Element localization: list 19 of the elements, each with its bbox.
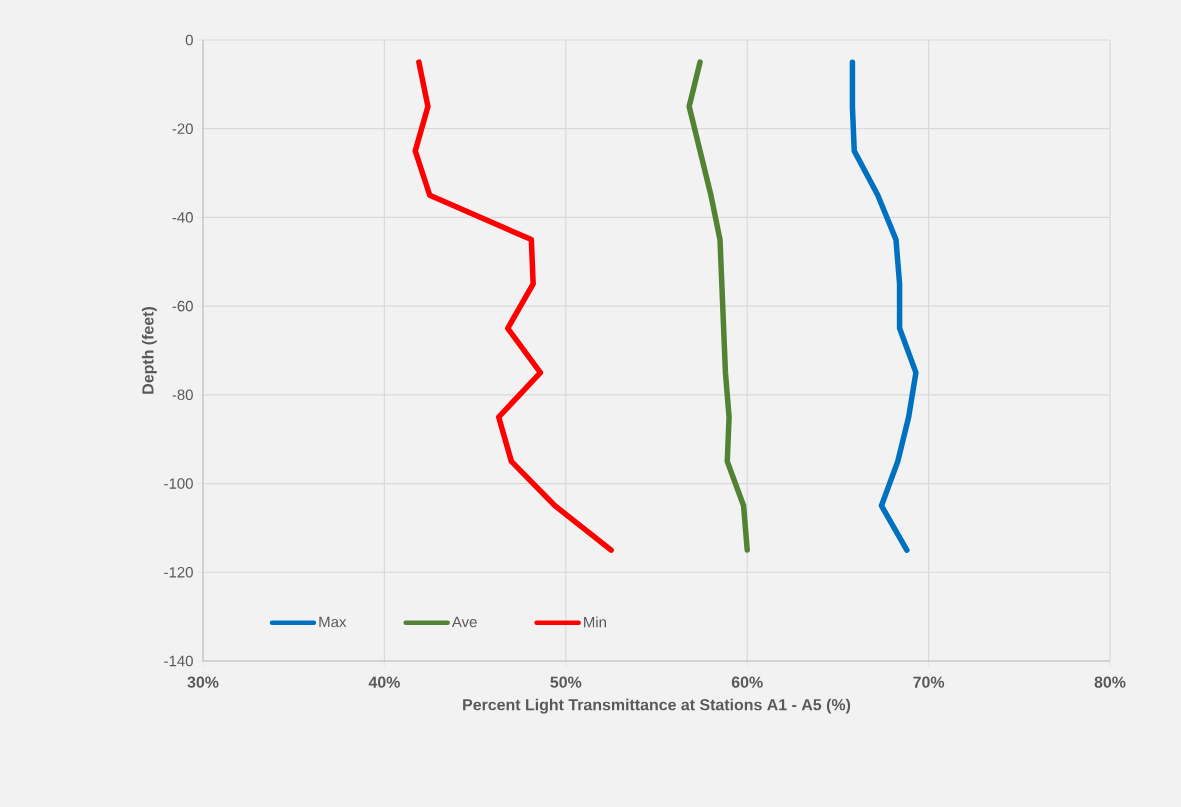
y-tick-label: -60 xyxy=(172,300,193,312)
y-tick-label: -80 xyxy=(172,389,193,401)
legend-label: Max xyxy=(319,616,347,628)
x-tick-label: 80% xyxy=(1094,676,1126,688)
x-tick-label: 60% xyxy=(731,676,763,688)
y-tick-label: -100 xyxy=(164,478,193,489)
y-tick-label: -20 xyxy=(172,123,193,134)
y-tick-label: -40 xyxy=(172,212,193,223)
y-tick-label: -120 xyxy=(164,566,193,578)
legend-label: Min xyxy=(584,616,606,628)
legend-label: Ave xyxy=(451,616,477,628)
x-axis-title: Percent Light Transmittance at Stations A1 - A5 (%) xyxy=(463,698,851,714)
x-tick-label: 50% xyxy=(550,676,582,688)
x-tick-label: 40% xyxy=(368,676,400,688)
y-axis-title: Depth (feet) xyxy=(141,307,157,394)
x-tick-label: 30% xyxy=(187,676,219,688)
y-tick-label: 0 xyxy=(185,34,193,46)
y-tick-label: -140 xyxy=(164,655,193,667)
x-tick-label: 70% xyxy=(913,676,945,688)
